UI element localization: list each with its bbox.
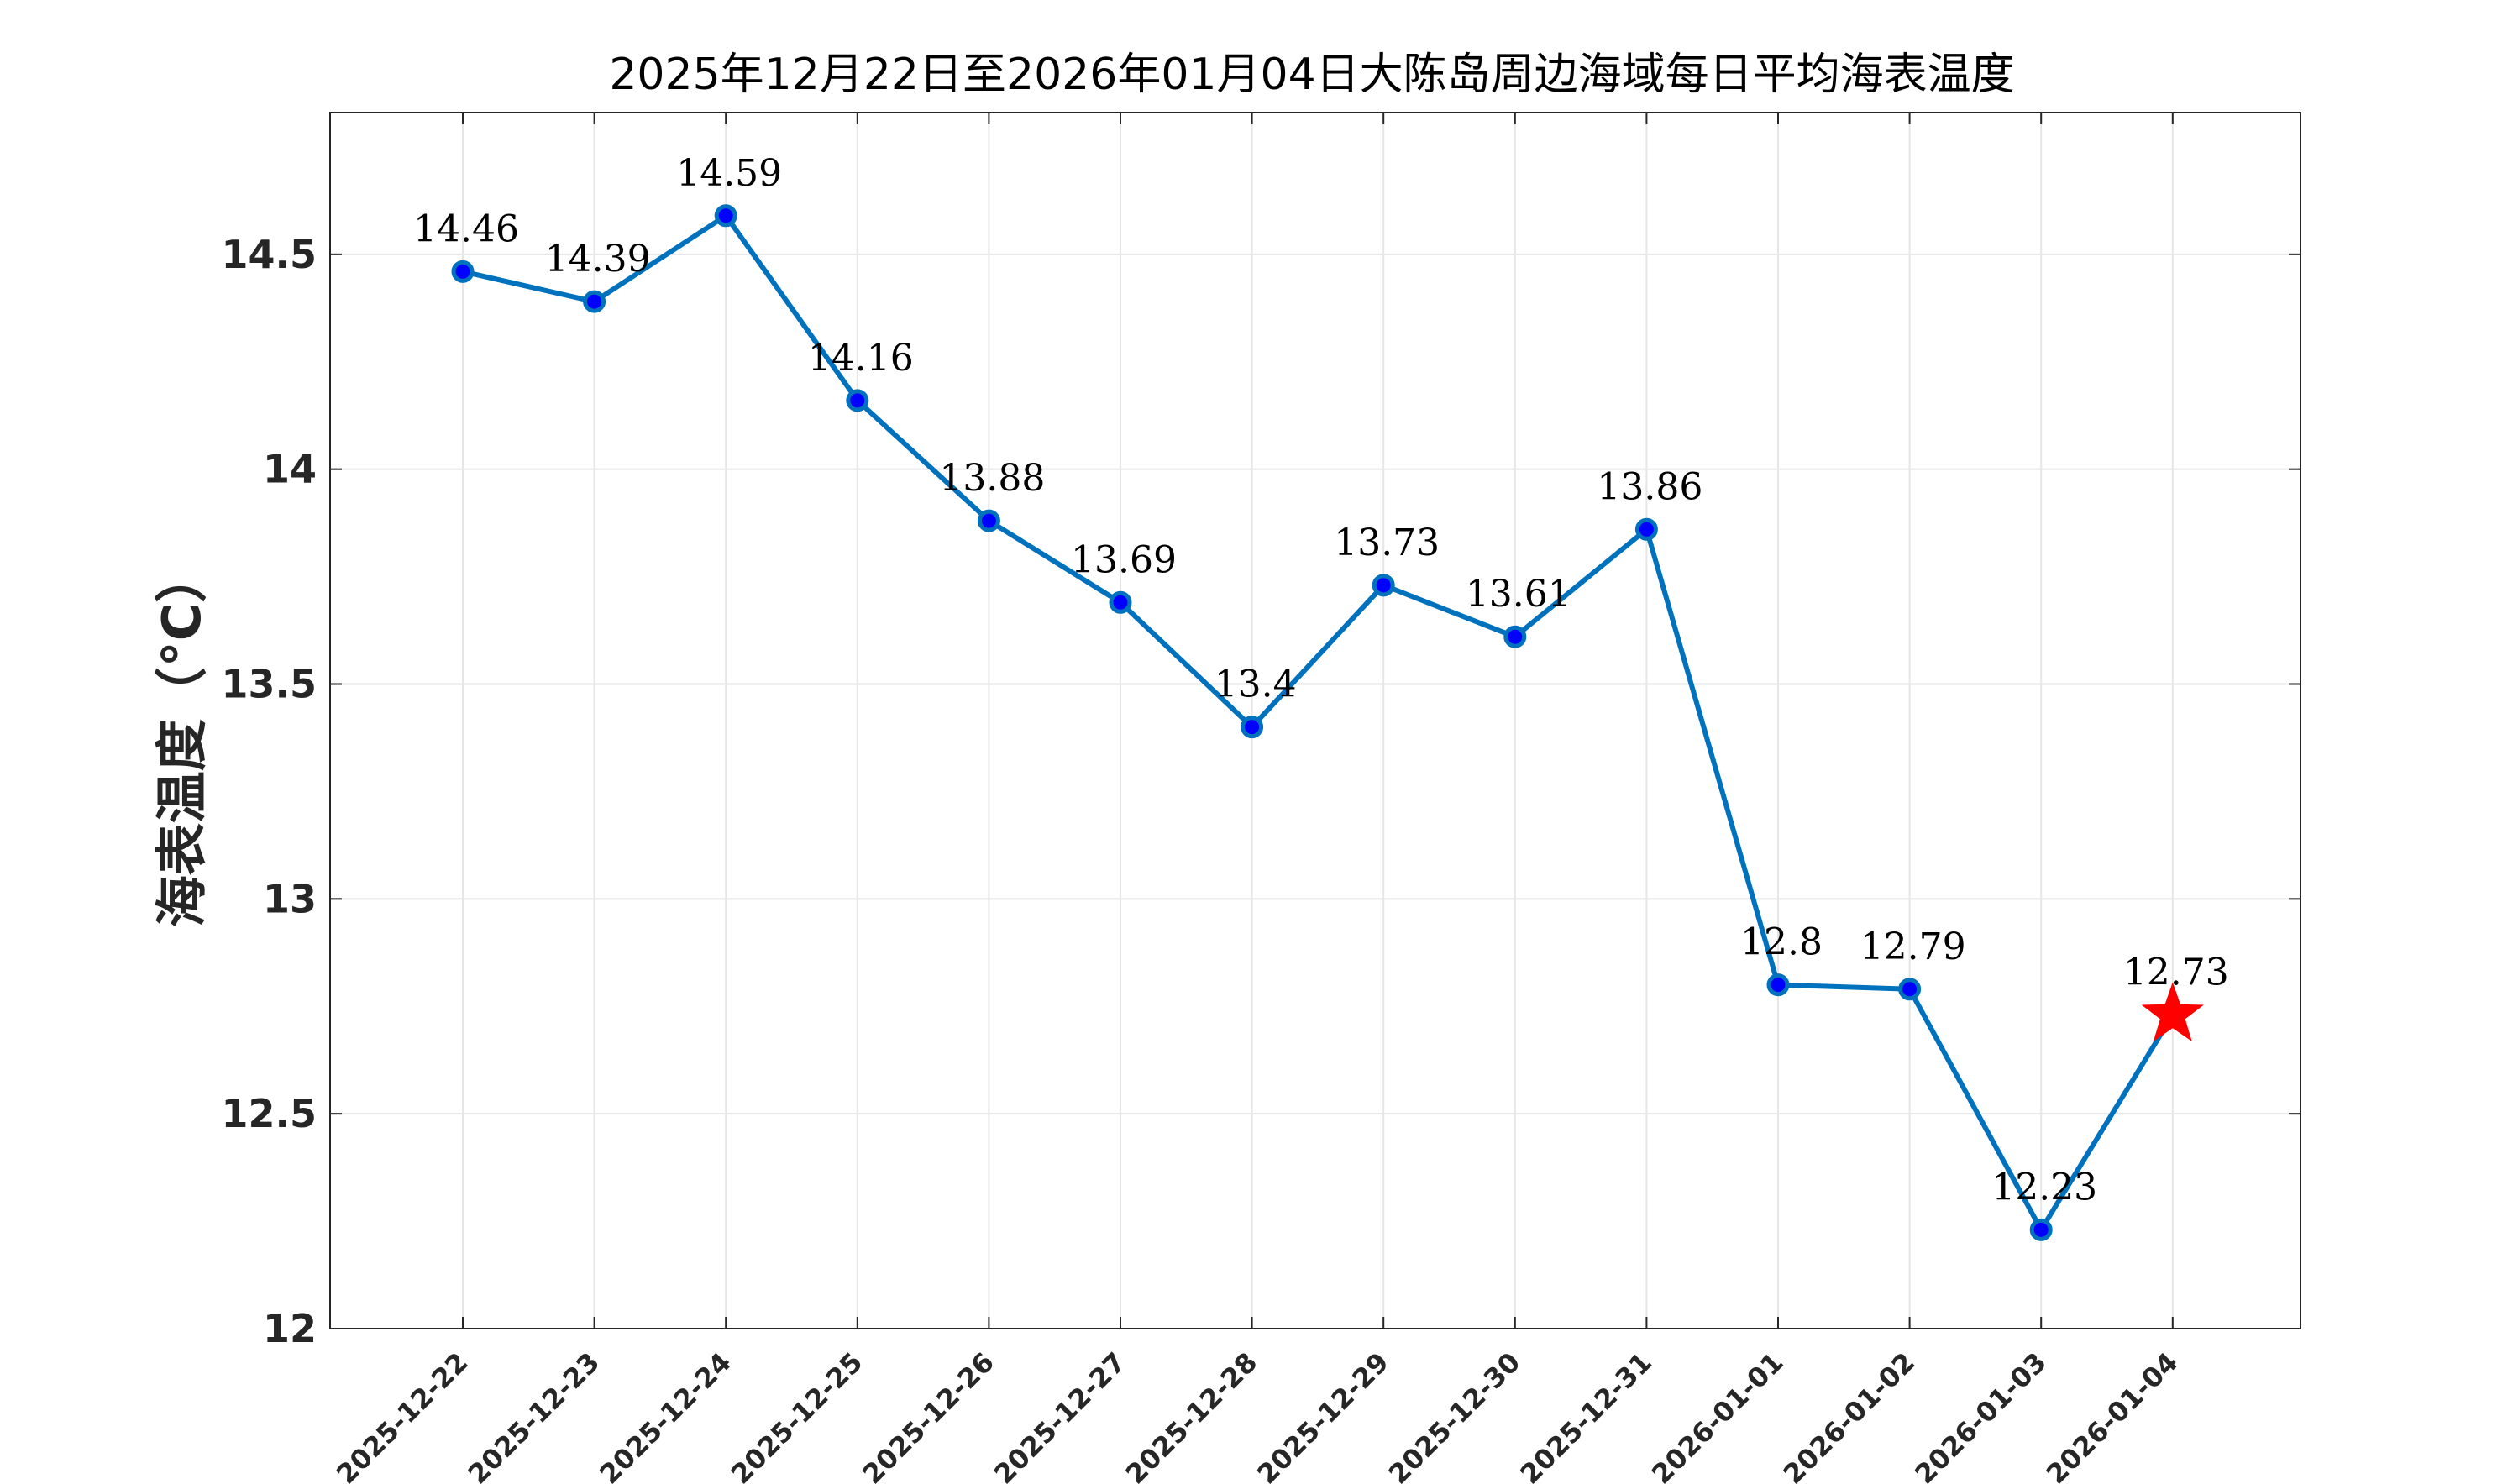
data-labels: 14.46 14.39 14.59 14.16 13.88 13.69 13.4 13.73 1…: [413, 152, 2229, 1209]
y-tick-label: 12.5: [222, 1091, 317, 1136]
data-point-marker: [1634, 517, 1658, 541]
data-value-label: 12.23: [1991, 1166, 2097, 1209]
data-point-marker: [1241, 716, 1264, 739]
data-value-label: 12.73: [2123, 951, 2229, 994]
data-point-marker: [846, 389, 869, 412]
y-tick-label: 14.5: [222, 232, 317, 277]
data-point-marker: [1766, 973, 1790, 997]
y-tick-label: 13.5: [222, 662, 317, 707]
data-value-label: 14.46: [413, 207, 519, 250]
data-point-marker: [1109, 590, 1132, 614]
data-point-marker: [2029, 1218, 2053, 1241]
series-sst: [462, 212, 2175, 1233]
data-value-label: 14.59: [676, 152, 782, 195]
y-axis-tick-labels: 12 12.5 13 13.5 14 14.5: [222, 232, 317, 1351]
y-tick-label: 14: [263, 447, 317, 492]
data-point-marker: [1503, 625, 1527, 648]
data-value-label: 14.16: [808, 337, 914, 380]
data-point-marker: [977, 509, 1000, 532]
data-value-label: 13.61: [1466, 573, 1571, 616]
data-value-label: 13.73: [1334, 522, 1440, 564]
data-value-label: 12.79: [1860, 926, 1966, 968]
data-value-label: 14.39: [545, 238, 651, 281]
highlight-star-marker: [2141, 982, 2204, 1042]
y-axis-label: 海表温度（°C）: [151, 551, 212, 928]
data-value-label: 13.69: [1071, 538, 1177, 581]
plot-area-frame: [329, 112, 2301, 1329]
data-value-label: 13.88: [939, 457, 1045, 500]
data-point-marker: [451, 260, 475, 283]
data-value-label: 13.4: [1215, 663, 1297, 706]
data-point-marker: [1898, 978, 1922, 1001]
data-value-label: 12.8: [1740, 921, 1823, 964]
data-point-marker: [1372, 574, 1395, 597]
axis-ticks: [330, 113, 2301, 1329]
data-value-label: 13.86: [1597, 465, 1702, 508]
data-point-marker: [583, 290, 606, 313]
y-tick-label: 13: [263, 876, 317, 921]
series-line: [462, 212, 2175, 1233]
chart-title: 2025年12月22日至2026年01月04日大陈岛周边海域每日平均海表温度: [609, 50, 2014, 100]
data-point-marker: [714, 204, 737, 228]
y-tick-label: 12: [263, 1306, 317, 1351]
series-markers: [451, 204, 2204, 1241]
